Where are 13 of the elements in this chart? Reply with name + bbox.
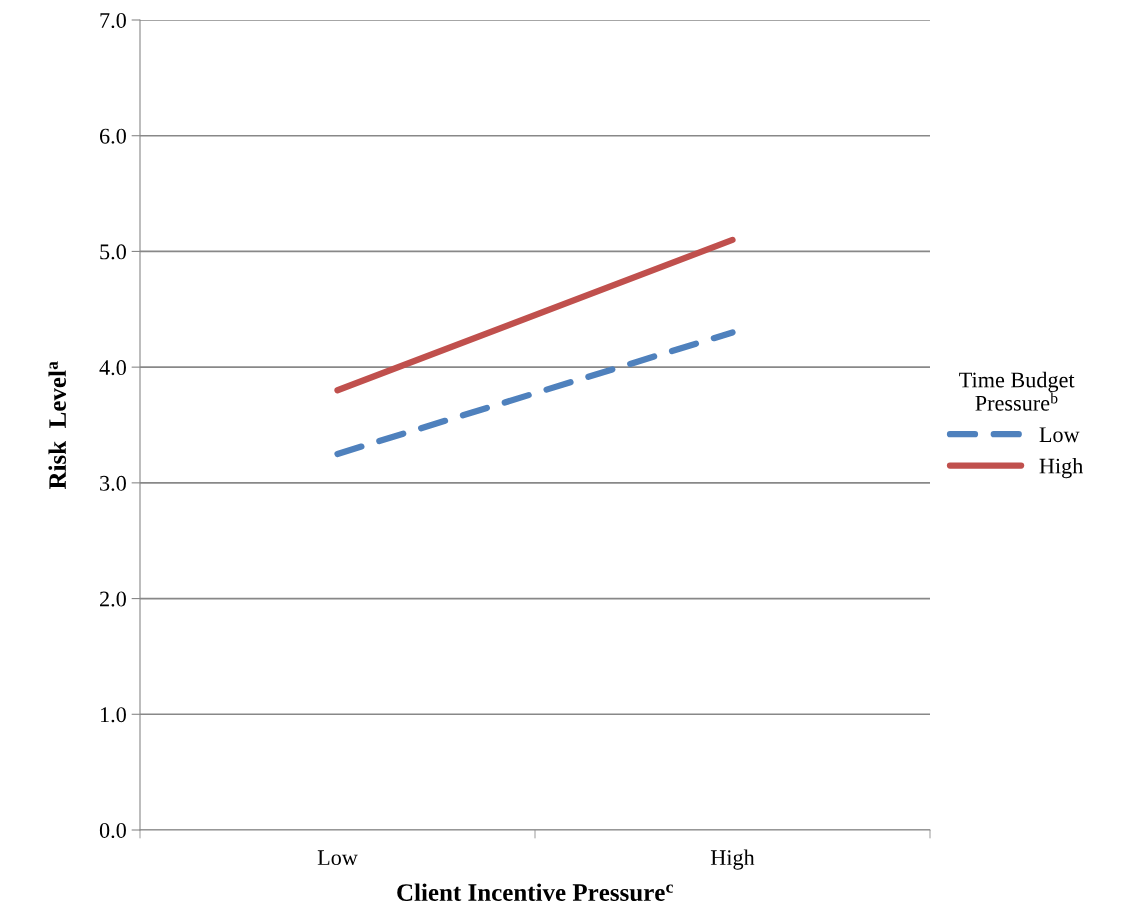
legend-title: Time Budget Pressure$^{b}$	[959, 371, 1075, 411]
legend-label: High	[1039, 457, 1084, 479]
y-tick-label: 1.0	[100, 707, 126, 723]
x-axis-title: Client Incentive Pressure$^{c}$	[397, 883, 673, 902]
y-tick-label: 3.0	[100, 475, 126, 491]
y-tick-label: 6.0	[99, 128, 126, 144]
legend-label: Low	[1039, 427, 1080, 443]
y-tick-label: 4.0	[99, 360, 126, 376]
y-tick-label: 0.0	[99, 822, 126, 839]
y-tick-label: 5.0	[100, 244, 126, 260]
y-tick-label: 7.0	[100, 12, 126, 29]
y-tick-label: 2.0	[100, 591, 126, 607]
y-axis-title: Risk Level$^{a}$	[48, 361, 67, 490]
